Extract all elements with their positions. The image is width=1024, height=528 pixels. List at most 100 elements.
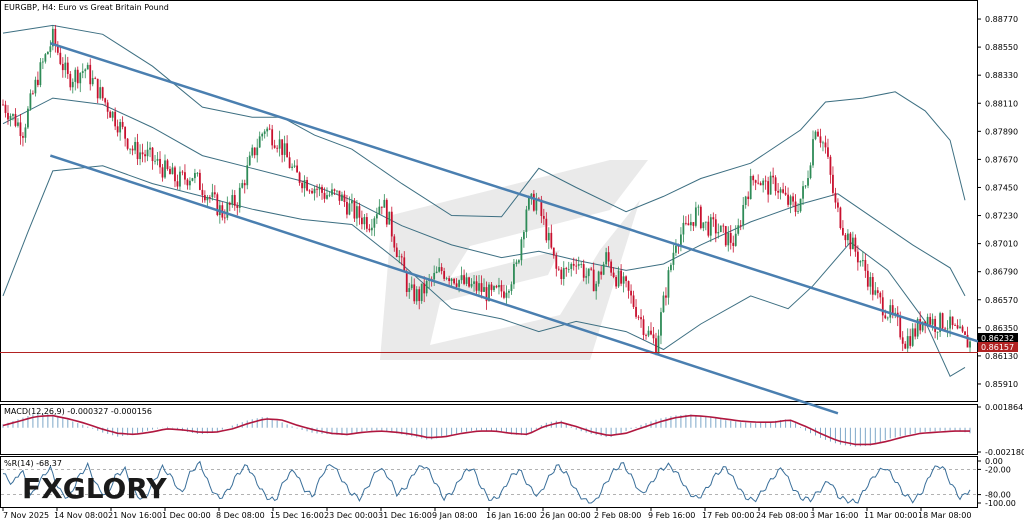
main-pane-frame — [0, 0, 978, 402]
candle — [370, 218, 373, 236]
candle-body — [719, 225, 722, 233]
candle — [106, 99, 109, 119]
candle — [602, 261, 605, 276]
candle — [493, 285, 495, 292]
candle-body — [266, 128, 269, 132]
candle — [198, 169, 201, 191]
middle-bollinger-band — [2, 97, 966, 297]
candle — [854, 234, 857, 257]
candle — [109, 110, 112, 118]
candle — [515, 259, 518, 267]
candle — [797, 203, 799, 215]
candle — [375, 207, 378, 225]
candle-body — [854, 237, 857, 252]
candle-body — [670, 264, 672, 271]
candle — [969, 340, 971, 352]
candle-body — [336, 190, 338, 192]
candle — [675, 239, 677, 256]
candle-body — [246, 165, 249, 186]
candle — [630, 284, 632, 304]
candle-body — [286, 143, 289, 158]
candle-body — [89, 64, 92, 85]
candle-body — [794, 201, 797, 212]
candle — [99, 79, 102, 100]
candle — [597, 270, 600, 287]
candle-body — [29, 93, 32, 109]
candle-body — [405, 272, 408, 292]
candle-body — [208, 197, 211, 198]
candle — [149, 142, 151, 158]
candle-body — [839, 207, 842, 229]
candle — [323, 187, 326, 203]
candle-body — [530, 193, 533, 198]
candle-body — [238, 187, 241, 208]
wpr-tick-label: -100.00 — [985, 499, 1016, 508]
candle — [809, 162, 812, 180]
candle-body — [36, 79, 39, 86]
candle — [697, 204, 700, 216]
price-axis: 0.88770 0.88550 0.88330 0.88110 0.87890 0.876… — [978, 15, 1018, 389]
candle — [94, 76, 97, 80]
candle — [134, 137, 136, 155]
candle — [81, 63, 84, 79]
candle-body — [473, 281, 475, 284]
candle-body — [303, 179, 306, 189]
candle — [901, 331, 904, 352]
candle — [194, 168, 196, 184]
candle-body — [650, 330, 652, 335]
candle — [116, 119, 119, 137]
candle — [747, 191, 750, 207]
candle — [216, 192, 219, 217]
candle — [390, 206, 393, 242]
candle-body — [954, 325, 956, 326]
candle-body — [408, 288, 411, 292]
candle — [313, 186, 316, 201]
candle — [757, 174, 760, 185]
candle — [328, 191, 331, 198]
candle-body — [296, 165, 298, 173]
candle — [522, 230, 525, 248]
candle-body — [189, 180, 191, 186]
candle-body — [241, 183, 244, 188]
candle-body — [84, 69, 87, 72]
candle-body — [186, 179, 189, 186]
candle-body — [293, 165, 296, 167]
candle-body — [368, 228, 371, 231]
candle — [909, 328, 912, 349]
candle — [851, 231, 854, 250]
candle-body — [425, 281, 428, 294]
candle — [560, 266, 563, 285]
candle — [273, 139, 276, 149]
candle — [832, 166, 834, 196]
candle-body — [440, 267, 443, 272]
candle-body — [480, 283, 483, 292]
candle — [121, 116, 124, 130]
candle — [869, 272, 872, 295]
candle-body — [119, 121, 122, 133]
candle-body — [278, 139, 281, 149]
candle-body — [211, 192, 214, 198]
candle-body — [557, 268, 560, 270]
candle-body — [94, 78, 97, 79]
candle-body — [400, 256, 403, 258]
support-price-tag — [978, 342, 1018, 352]
candle-body — [253, 147, 256, 156]
candle — [365, 213, 368, 233]
candle — [812, 130, 814, 168]
candle-body — [929, 316, 932, 325]
candle-body — [356, 206, 358, 219]
candle-body — [655, 338, 657, 355]
wpr-tick-label: -20.00 — [985, 465, 1011, 474]
candle-body — [503, 291, 505, 298]
candle — [151, 147, 154, 170]
candle-body — [493, 286, 495, 291]
candle — [510, 281, 513, 295]
candle-body — [744, 196, 747, 205]
candle — [131, 145, 134, 156]
candle — [513, 259, 515, 289]
candle — [886, 316, 889, 321]
candle-body — [415, 289, 418, 302]
candle — [637, 315, 640, 321]
candle-body — [154, 160, 156, 162]
candle-body — [802, 186, 804, 199]
